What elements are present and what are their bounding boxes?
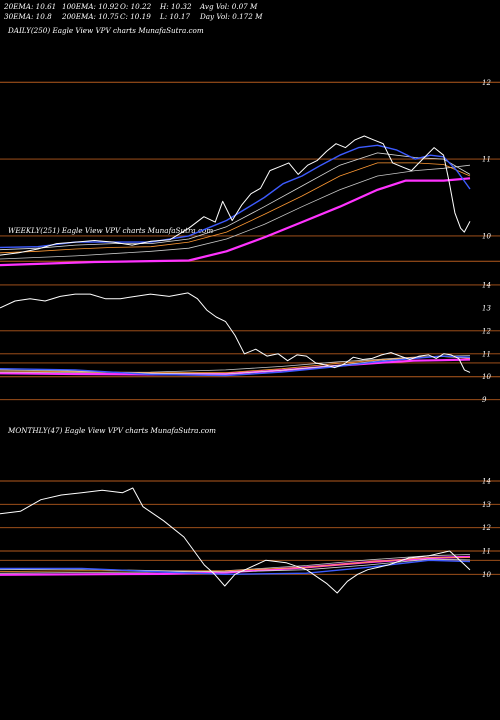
monthly-series-ema50 xyxy=(0,557,470,572)
weekly-y-tick-5: 9 xyxy=(482,396,487,404)
monthly-series-ema200 xyxy=(0,555,471,576)
daily-series-ema100 xyxy=(0,164,471,260)
daily-series-ema30 xyxy=(0,152,471,251)
daily-series-price xyxy=(0,135,471,256)
header-close: C: 10.19 xyxy=(120,12,151,21)
monthly-y-tick-0: 14 xyxy=(482,478,491,486)
weekly-y-tick-4: 10 xyxy=(482,373,491,381)
header-low: L: 10.17 xyxy=(160,12,191,21)
monthly-y-tick-2: 12 xyxy=(482,524,491,532)
monthly-series-ema20 xyxy=(0,559,471,575)
header-open: O: 10.22 xyxy=(120,2,152,11)
monthly-y-tick-1: 13 xyxy=(482,501,491,509)
monthly-series-price xyxy=(0,487,471,594)
daily-y-tick-0: 12 xyxy=(482,79,491,87)
weekly-y-tick-2: 12 xyxy=(482,327,491,335)
daily-chart-panel: 12 11 10 xyxy=(0,79,500,267)
monthly-y-tick-3: 11 xyxy=(482,548,491,556)
daily-series-ema20 xyxy=(0,144,471,249)
weekly-y-tick-0: 14 xyxy=(482,281,491,289)
header-dayvol: Day Vol: 0.172 M xyxy=(200,12,263,21)
weekly-series-price xyxy=(0,292,471,373)
daily-y-tick-1: 11 xyxy=(482,156,491,164)
header-high: H: 10.32 xyxy=(160,2,192,11)
monthly-panel-title: MONTHLY(47) Eagle View VPV charts Munafa… xyxy=(8,426,216,435)
daily-series-ema200 xyxy=(0,177,471,267)
weekly-series-ema20 xyxy=(0,355,471,377)
daily-y-tick-2: 10 xyxy=(482,232,491,240)
header-ema30: 30EMA: 10.8 xyxy=(4,12,52,21)
weekly-chart-panel: 14 13 12 11 10 9 xyxy=(0,281,500,404)
header-ema20: 20EMA: 10.61 xyxy=(4,2,57,11)
monthly-chart-panel: 14 13 12 11 10 xyxy=(0,478,500,594)
header-ema200: 200EMA: 10.75 xyxy=(62,12,119,21)
header-avgvol: Avg Vol: 0.07 M xyxy=(200,2,258,11)
daily-series-ema50 xyxy=(0,162,471,254)
weekly-y-tick-1: 13 xyxy=(482,304,491,312)
monthly-y-tick-4: 10 xyxy=(482,571,491,579)
header-ema100: 100EMA: 10.92 xyxy=(62,2,119,11)
daily-panel-title: DAILY(250) Eagle View VPV charts MunafaS… xyxy=(8,26,204,35)
weekly-y-tick-3: 11 xyxy=(482,350,491,358)
weekly-panel-title: WEEKLY(251) Eagle View VPV charts Munafa… xyxy=(8,226,214,235)
